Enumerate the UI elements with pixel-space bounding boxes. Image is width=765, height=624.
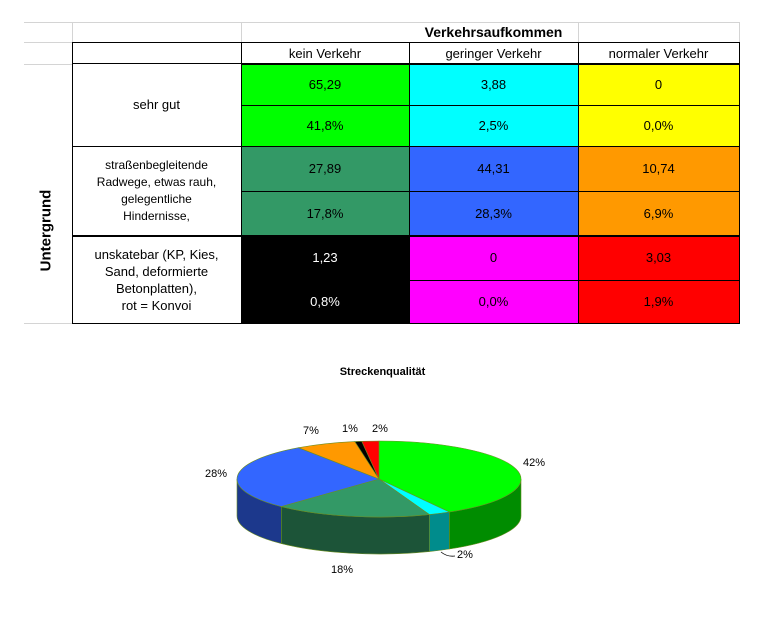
grid-line [24, 22, 740, 23]
pie-slice [236, 447, 380, 507]
row-label-line: Betonplatten), [116, 280, 197, 296]
data-cell-percent: 0,0% [643, 118, 674, 133]
pie-label: 2% [457, 549, 473, 561]
cell-divider [409, 279, 578, 281]
traffic-header: Verkehrsaufkommen [424, 24, 563, 40]
data-cell-percent: 6,9% [643, 206, 674, 221]
row-label-line: sehr gut [133, 97, 180, 112]
cell-divider [578, 105, 739, 106]
border-line [409, 42, 410, 324]
cell-divider [241, 105, 409, 106]
pie-slice [361, 440, 380, 480]
data-cell-percent: 17,8% [306, 206, 344, 221]
data-cell-percent: 41,8% [306, 118, 344, 133]
grid-line [24, 323, 72, 324]
border-line [241, 63, 740, 65]
pie-label: 1% [342, 423, 358, 435]
column-header-normaler-verkehr: normaler Verkehr [608, 45, 709, 61]
border-line [739, 42, 740, 324]
chart-title: Streckenqualität [339, 366, 426, 378]
data-cell-percent: 0,0% [478, 293, 509, 309]
row-label-radwege: straßenbegleitende Radwege, etwas rauh, … [72, 146, 241, 236]
pie-slice [280, 478, 431, 518]
cell-divider [578, 279, 739, 281]
pie-label: 2% [372, 423, 388, 435]
cell-divider [241, 191, 409, 192]
data-cell-value: 44,31 [477, 161, 510, 176]
data-cell-value: 0 [489, 250, 498, 266]
pie-label: 18% [331, 564, 353, 576]
data-cell-percent: 1,9% [643, 293, 674, 309]
grid-line [739, 22, 740, 42]
pie-slice [378, 440, 522, 513]
grid-line [24, 64, 72, 65]
grid-line [578, 22, 579, 42]
border-line [72, 235, 740, 237]
border-line [578, 42, 579, 324]
grid-line [241, 22, 242, 42]
grid-line [72, 22, 73, 42]
row-label-line: gelegentliche [121, 192, 192, 206]
data-cell-value: 10,74 [642, 161, 675, 176]
pie-label-leader [440, 551, 456, 557]
data-cell-value: 0 [654, 77, 663, 92]
border-line [72, 323, 740, 324]
border-line [72, 42, 740, 43]
border-line [72, 42, 73, 324]
row-label-line: Radwege, etwas rauh, [96, 175, 217, 189]
row-label-sehr-gut: sehr gut [72, 64, 241, 146]
row-label-line: rot = Konvoi [121, 297, 192, 313]
row-label-line: Hindernisse, [123, 209, 190, 223]
data-cell-value: 27,89 [308, 161, 342, 176]
row-label-line: straßenbegleitende [105, 158, 208, 172]
column-header-kein-verkehr: kein Verkehr [288, 45, 362, 61]
pie-label: 42% [523, 457, 545, 469]
cell-divider [241, 279, 409, 281]
pie-label: 7% [303, 425, 319, 437]
cell-divider [409, 105, 578, 106]
row-label-unskatebar: unskatebar (KP, Kies, Sand, deformierte … [72, 236, 241, 323]
row-label-line: unskatebar (KP, Kies, [94, 246, 219, 262]
grid-line [24, 42, 72, 43]
border-line [72, 63, 241, 64]
row-label-line: Sand, deformierte [104, 263, 209, 279]
spreadsheet-table: Verkehrsaufkommen kein Verkehr geringer … [24, 22, 740, 324]
data-cell-value: 3,03 [645, 250, 672, 266]
data-cell-percent: 28,3% [475, 206, 512, 221]
pie-label: 28% [205, 468, 227, 480]
pie-slice-side [429, 511, 450, 552]
column-header-geringer-verkehr: geringer Verkehr [445, 45, 542, 61]
data-cell-value: 3,88 [480, 77, 507, 92]
data-cell-value: 1,23 [312, 250, 338, 266]
cell-divider [409, 191, 578, 192]
data-cell-percent: 2,5% [478, 118, 509, 133]
border-line [72, 146, 740, 147]
border-line [241, 42, 242, 324]
cell-divider [578, 191, 739, 192]
data-cell-percent: 0,8% [310, 293, 340, 309]
data-cell-value: 65,29 [308, 77, 342, 92]
